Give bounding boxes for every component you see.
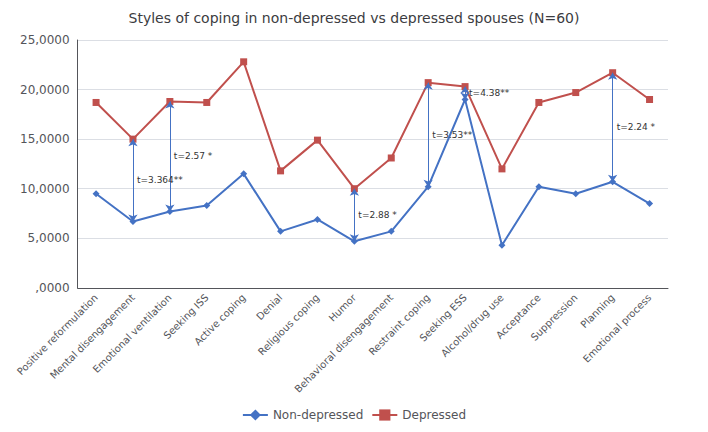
svg-text:t=4.38**: t=4.38** [469,88,510,98]
svg-text:10,0000: 10,0000 [20,182,70,196]
svg-text:Behavioral disengagement: Behavioral disengagement [292,292,396,395]
svg-text:t=3.364**: t=3.364** [137,175,183,185]
svg-text:25,0000: 25,0000 [20,33,70,47]
svg-text:t=2.57 *: t=2.57 * [174,151,213,161]
svg-text:Acceptance: Acceptance [493,292,543,341]
svg-text:Alcohol/drug use: Alcohol/drug use [439,292,506,359]
svg-text:Emotional ventilation: Emotional ventilation [90,292,174,375]
svg-text:5,0000: 5,0000 [28,231,70,245]
svg-text:Non-depressed: Non-depressed [273,408,363,422]
svg-text:t=3.53**: t=3.53** [432,130,473,140]
svg-text:Seeking ISS: Seeking ISS [161,292,211,342]
svg-text:15,0000: 15,0000 [20,132,70,146]
svg-text:Mental disengagement: Mental disengagement [47,292,137,381]
svg-text:Suppression: Suppression [529,292,580,343]
svg-text:Depressed: Depressed [402,408,466,422]
svg-text:Humor: Humor [327,291,359,323]
svg-text:Positive reformulation: Positive reformulation [14,292,100,378]
svg-text:Active coping: Active coping [192,292,247,347]
svg-text:Restraint coping: Restraint coping [367,292,432,357]
svg-text:Seeking ESS: Seeking ESS [417,292,469,344]
svg-text:Styles of coping in non-depres: Styles of coping in non-depressed vs dep… [129,10,580,26]
svg-text:,0000: ,0000 [35,281,69,295]
svg-text:t=2.88 *: t=2.88 * [358,210,397,220]
svg-text:Emotional process: Emotional process [581,292,654,365]
svg-text:Planning: Planning [578,292,616,330]
svg-text:t=2.24 *: t=2.24 * [617,122,656,132]
svg-text:20,0000: 20,0000 [20,83,70,97]
svg-text:Denial: Denial [254,292,284,322]
svg-text:Religious coping: Religious coping [256,292,321,357]
